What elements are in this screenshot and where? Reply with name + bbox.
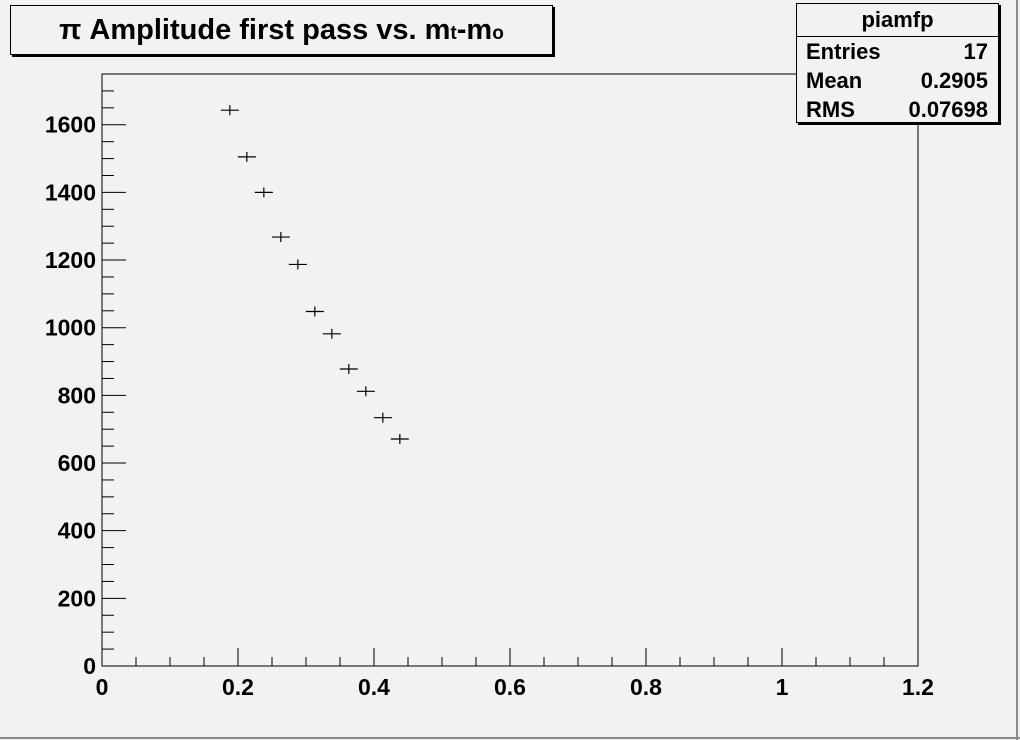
data-point — [356, 386, 375, 397]
data-point — [220, 105, 239, 116]
plot-frame — [101, 73, 919, 667]
stats-row-mean: Mean 0.2905 — [797, 66, 998, 95]
y-tick-label: 1200 — [45, 247, 96, 273]
y-tick-label: 0 — [83, 653, 96, 679]
data-point — [305, 306, 324, 317]
y-tick-label: 1600 — [45, 112, 96, 138]
x-tick-label: 0.2 — [222, 674, 254, 700]
stats-row-entries: Entries 17 — [797, 37, 998, 66]
title-prefix: π Amplitude first pass vs. m — [59, 13, 451, 46]
title-subscript-t: t — [450, 23, 457, 44]
data-point — [237, 151, 256, 162]
stats-row-rms: RMS 0.07698 — [797, 95, 998, 124]
data-point — [339, 363, 358, 374]
stats-value: 0.07698 — [908, 97, 988, 122]
stats-title: piamfp — [797, 4, 998, 37]
data-point — [373, 412, 392, 423]
x-tick-label: 0.4 — [358, 674, 390, 700]
y-tick-label: 800 — [58, 382, 96, 408]
data-point — [271, 232, 290, 243]
x-tick-label: 0.8 — [630, 674, 662, 700]
chart-title: π Amplitude first pass vs. m t -m o — [10, 5, 553, 55]
data-point — [390, 434, 409, 445]
stats-value: 0.2905 — [920, 68, 988, 93]
data-point — [254, 187, 273, 198]
x-tick-label: 1.2 — [902, 674, 934, 700]
data-point — [288, 259, 307, 270]
y-tick-label: 600 — [58, 450, 96, 476]
x-tick-label: 0 — [96, 674, 109, 700]
stats-box: piamfp Entries 17 Mean 0.2905 RMS 0.0769… — [796, 3, 999, 123]
data-point — [322, 328, 341, 339]
stats-label: Entries — [806, 39, 881, 64]
y-tick-label: 1000 — [45, 315, 96, 341]
y-tick-label: 200 — [58, 585, 96, 611]
y-tick-label: 1400 — [45, 179, 96, 205]
stats-value: 17 — [963, 39, 988, 64]
x-tick-label: 0.6 — [494, 674, 526, 700]
title-mid: -m — [456, 13, 493, 46]
title-subscript-o: o — [492, 23, 504, 44]
x-tick-label: 1 — [776, 674, 789, 700]
y-tick-label: 400 — [58, 518, 96, 544]
stats-label: Mean — [806, 68, 863, 93]
stats-label: RMS — [806, 97, 855, 122]
